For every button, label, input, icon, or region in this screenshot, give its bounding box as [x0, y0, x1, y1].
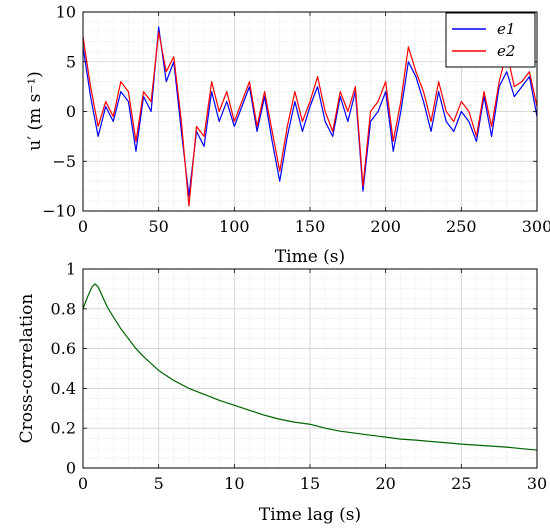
bottom-y-tick-label: 1 [66, 260, 76, 279]
top-x-tick-label: 150 [295, 217, 326, 236]
bottom-y-tick-labels: 0 0.2 0.4 0.6 0.8 1 [51, 260, 76, 478]
bottom-x-tick-label: 20 [375, 474, 395, 493]
series-line-bottom-series [82, 283, 538, 451]
series-line-e2 [82, 31, 538, 207]
series-line-e1 [82, 26, 538, 197]
bottom-grid [82, 268, 538, 469]
legend-box [445, 12, 536, 68]
bottom-y-tick-label: 0.2 [51, 419, 76, 438]
legend-label-e1: e1 [497, 20, 515, 38]
bottom-x-tick-label: 30 [527, 474, 547, 493]
top-x-tick-label: 0 [78, 217, 88, 236]
top-x-tick-labels: 0 50 100 150 200 250 300 [78, 217, 550, 236]
top-x-tick-label: 50 [148, 217, 168, 236]
top-x-axis-label: Time (s) [275, 247, 345, 267]
bottom-x-tick-label: 10 [224, 474, 244, 493]
top-series [82, 26, 538, 207]
legend: e1 e2 [445, 12, 536, 68]
bottom-chart: 0 5 10 15 20 25 30 0 0.2 0.4 0.6 0.8 1 T… [17, 260, 547, 526]
top-y-tick-label: 10 [56, 3, 76, 22]
top-y-tick-label: −10 [42, 202, 76, 221]
top-x-tick-label: 300 [522, 217, 550, 236]
bottom-x-tick-label: 0 [78, 474, 88, 493]
bottom-ticks [82, 268, 538, 469]
top-y-tick-label: 0 [66, 102, 76, 121]
bottom-series [82, 283, 538, 451]
bottom-y-axis-label: Cross-correlation [17, 294, 37, 444]
bottom-x-tick-label: 25 [451, 474, 471, 493]
bottom-y-tick-label: 0.8 [51, 299, 76, 318]
bottom-x-tick-label: 5 [154, 474, 164, 493]
bottom-y-tick-label: 0.4 [51, 379, 76, 398]
top-y-tick-labels: −10 −5 0 5 10 [42, 3, 76, 221]
top-x-tick-label: 250 [446, 217, 477, 236]
top-y-tick-label: 5 [66, 52, 76, 71]
top-chart: 0 50 100 150 200 250 300 −10 −5 0 5 10 T… [25, 3, 550, 268]
bottom-y-tick-label: 0 [66, 459, 76, 478]
legend-label-e2: e2 [497, 42, 515, 60]
bottom-x-tick-label: 15 [300, 474, 320, 493]
top-x-tick-label: 100 [219, 217, 250, 236]
top-x-tick-label: 200 [370, 217, 401, 236]
bottom-x-tick-labels: 0 5 10 15 20 25 30 [78, 474, 547, 493]
bottom-x-axis-label: Time lag (s) [259, 505, 361, 525]
top-y-tick-label: −5 [52, 152, 76, 171]
bottom-y-tick-label: 0.6 [51, 339, 76, 358]
top-y-axis-label: u′ (m s⁻¹) [25, 71, 45, 151]
